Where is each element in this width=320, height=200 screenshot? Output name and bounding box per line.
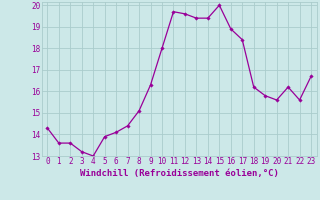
X-axis label: Windchill (Refroidissement éolien,°C): Windchill (Refroidissement éolien,°C) xyxy=(80,169,279,178)
